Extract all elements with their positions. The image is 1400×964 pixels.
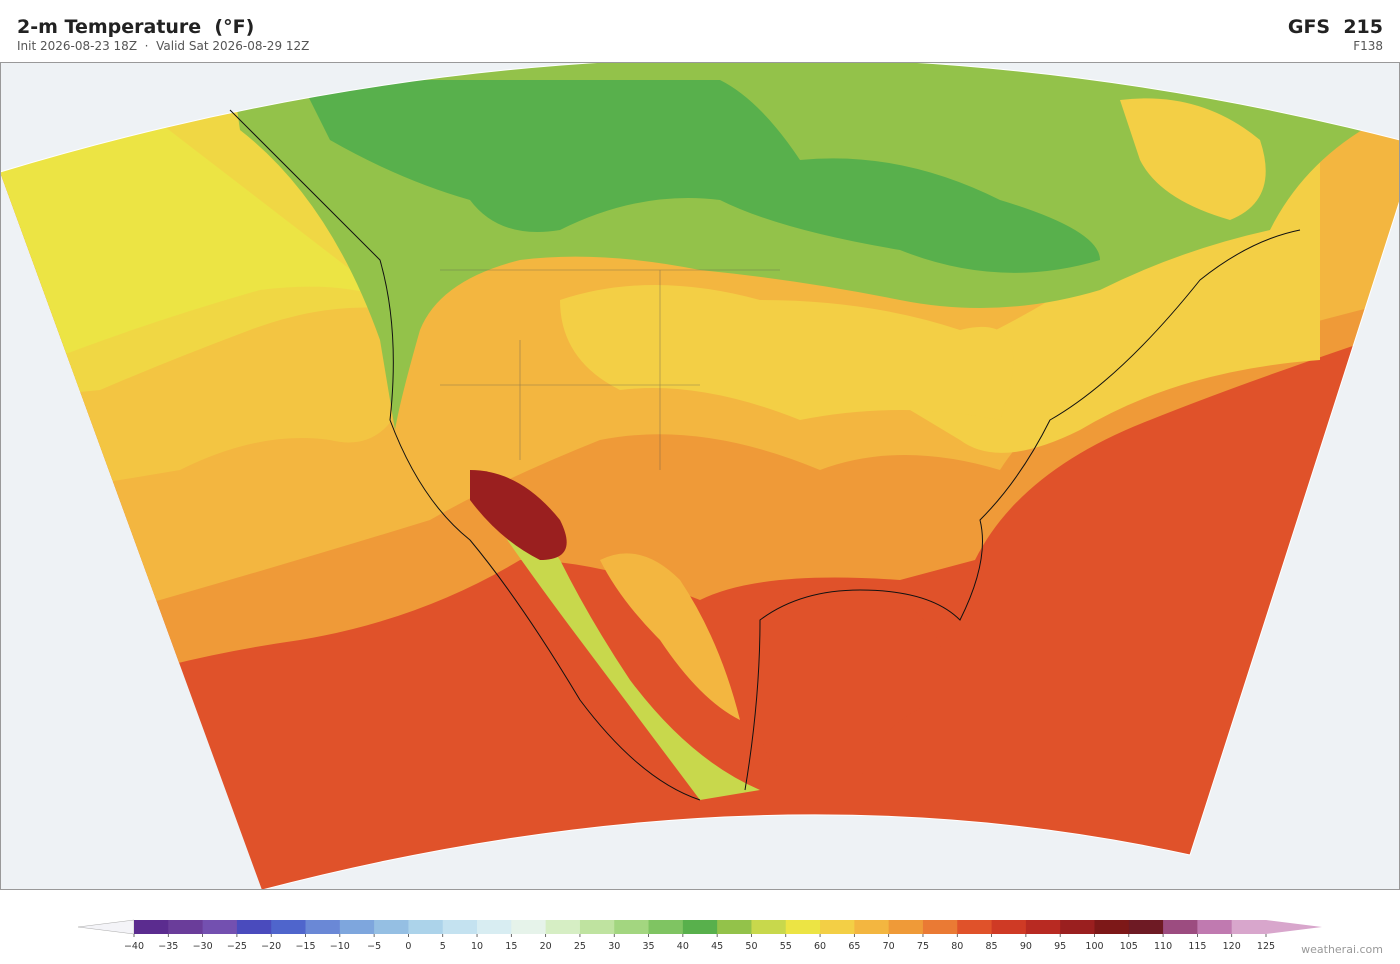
colorbar-tick-label: −25	[227, 941, 247, 952]
colorbar-tick-label: 50	[745, 941, 757, 952]
colorbar-tick-label: −35	[158, 941, 178, 952]
colorbar-cell	[374, 920, 409, 934]
colorbar-tick-label: 90	[1020, 941, 1032, 952]
colorbar-tick-label: 110	[1154, 941, 1172, 952]
colorbar-tick-label: 20	[540, 941, 552, 952]
colorbar-cell	[511, 920, 547, 934]
colorbar-tick-label: 125	[1257, 941, 1275, 952]
colorbar-tick-label: −30	[193, 941, 213, 952]
colorbar-cell	[648, 920, 684, 934]
colorbar-tick-label: 120	[1223, 941, 1241, 952]
colorbar-tick-label: 35	[642, 941, 654, 952]
colorbar-cell	[236, 920, 272, 934]
colorbar-cell	[442, 920, 478, 934]
colorbar-tick-label: 80	[951, 941, 963, 952]
colorbar-cell	[682, 920, 718, 934]
colorbar-tick-label: 85	[986, 941, 998, 952]
colorbar-cell	[545, 920, 581, 934]
colorbar-cell	[477, 920, 512, 934]
colorbar-cell	[339, 920, 375, 934]
colorbar-tick-label: 30	[608, 941, 620, 952]
colorbar-tick-label: 115	[1188, 941, 1206, 952]
colorbar-cell	[717, 920, 752, 934]
borders	[440, 269, 780, 470]
model-run: GFS 215	[1287, 16, 1383, 38]
domain-edge	[0, 62, 1400, 890]
credit: weatherai.com	[1301, 943, 1383, 956]
colorbar-tick-label: −10	[330, 941, 350, 952]
colorbar-cell	[1094, 920, 1130, 934]
colorbar-cell	[888, 920, 924, 934]
colorbar-cell	[1163, 920, 1198, 934]
colorbar-tick-label: 70	[883, 941, 895, 952]
colorbar-tick-label: 25	[574, 941, 586, 952]
colorbar-cell	[202, 920, 238, 934]
colorbar: −40 −35 −30 −25 −20 −15 −10 −5 0 5 10 15 20 25 30 35 40 4…	[77, 919, 1322, 952]
colorbar-tick-label: −20	[261, 941, 281, 952]
colorbar-over	[1266, 920, 1322, 934]
colorbar-cell	[785, 920, 821, 934]
colorbar-cell	[1025, 920, 1061, 934]
coastline	[229, 109, 1301, 801]
colorbar-cell	[922, 920, 958, 934]
colorbar-tick-label: 75	[917, 941, 929, 952]
colorbar-tick-label: 5	[440, 941, 446, 952]
colorbar-tick-label: −5	[367, 941, 381, 952]
colorbar-cell	[271, 920, 307, 934]
colorbar-tick-label: −15	[295, 941, 315, 952]
subtitle: Init 2026-08-23 18Z · Valid Sat 2026-08-…	[17, 39, 310, 53]
colorbar-cell	[991, 920, 1027, 934]
colorbar-tick-label: 65	[848, 941, 860, 952]
colorbar-tick-label: 100	[1085, 941, 1103, 952]
colorbar-tick-label: 95	[1054, 941, 1066, 952]
colorbar-cell	[408, 920, 444, 934]
colorbar-cell	[1197, 920, 1233, 934]
colorbar-tick-label: 40	[677, 941, 689, 952]
colorbar-tick-label: 105	[1120, 941, 1138, 952]
forecast-step: F138	[1353, 39, 1383, 53]
colorbar-cell	[134, 920, 169, 934]
colorbar-cell	[1060, 920, 1095, 934]
colorbar-cell	[305, 920, 341, 934]
colorbar-cell	[1231, 920, 1267, 934]
colorbar-cell	[614, 920, 650, 934]
colorbar-cell	[751, 920, 787, 934]
colorbar-cell	[168, 920, 204, 934]
colorbar-cell	[1128, 920, 1164, 934]
colorbar-tick-label: 45	[711, 941, 723, 952]
colorbar-cell	[854, 920, 890, 934]
colorbar-tick-label: 15	[505, 941, 517, 952]
colorbar-tick-label: −40	[124, 941, 144, 952]
colorbar-tick-label: 10	[471, 941, 483, 952]
title: 2-m Temperature (°F)	[17, 16, 255, 38]
colorbar-under	[77, 919, 135, 935]
colorbar-tick-label: 60	[814, 941, 826, 952]
colorbar-tick-label: 55	[780, 941, 792, 952]
colorbar-tick-label: 0	[405, 941, 411, 952]
colorbar-cell	[579, 920, 615, 934]
colorbar-cell	[820, 920, 855, 934]
colorbar-cell	[957, 920, 993, 934]
